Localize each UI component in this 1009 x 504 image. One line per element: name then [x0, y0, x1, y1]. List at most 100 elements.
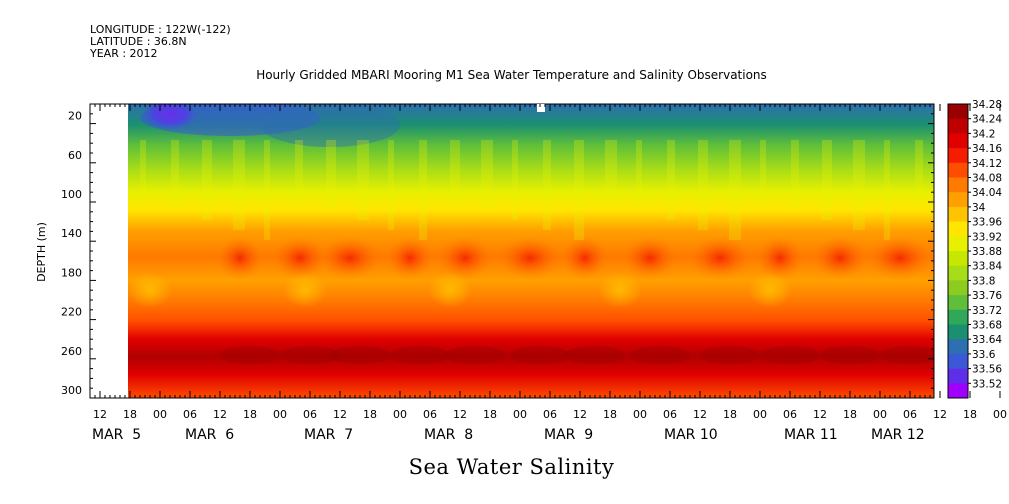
colorbar-label: 34.08 [972, 173, 1002, 185]
x-hour-label: 00 [873, 408, 887, 421]
x-hour-label: 18 [723, 408, 737, 421]
x-hour-label: 00 [273, 408, 287, 421]
colorbar-label: 33.56 [972, 364, 1002, 376]
x-hour-label: 12 [93, 408, 107, 421]
colorbar-label: 34.12 [972, 158, 1002, 170]
longitude-label: LONGITUDE : 122W(-122) [90, 23, 231, 36]
year-label: YEAR : 2012 [90, 47, 158, 60]
colorbar-swatch [948, 221, 968, 237]
x-hour-label: 12 [693, 408, 707, 421]
colorbar: 34.28 34.24 34.2 34.16 34.12 34.08 34.04 34 33.9… [947, 99, 1002, 399]
colorbar-swatch [948, 339, 968, 355]
x-day-label: MAR 7 [304, 427, 353, 443]
x-hour-label: 00 [633, 408, 647, 421]
colorbar-label: 33.72 [972, 305, 1002, 317]
x-hour-label: 12 [933, 408, 947, 421]
x-hour-label: 18 [123, 408, 137, 421]
x-hour-label: 18 [843, 408, 857, 421]
colorbar-swatch [948, 265, 968, 281]
x-hour-label: 18 [363, 408, 377, 421]
x-hour-label: 12 [333, 408, 347, 421]
colorbar-swatch [948, 324, 968, 340]
colorbar-label: 34.24 [972, 114, 1002, 126]
colorbar-swatch [948, 368, 968, 384]
x-hour-label: 12 [213, 408, 227, 421]
colorbar-swatch [948, 251, 968, 267]
latitude-label: LATITUDE : 36.8N [90, 35, 187, 48]
x-hour-label: 00 [753, 408, 767, 421]
variable-label: Sea Water Salinity [408, 455, 615, 479]
x-day-label: MAR 5 [92, 427, 141, 443]
colorbar-label: 33.76 [972, 290, 1002, 302]
x-hour-label: 18 [603, 408, 617, 421]
x-hour-label: 18 [963, 408, 977, 421]
x-hour-label: 06 [183, 408, 197, 421]
y-tick-label: 260 [61, 345, 82, 358]
colorbar-label: 34.04 [972, 187, 1002, 199]
x-axis: 12 18 00 06 12 18 00 06 12 18 00 06 12 18 00 06 12 18 00 06… [89, 104, 1007, 443]
x-hour-label: 18 [243, 408, 257, 421]
x-hour-label: 06 [663, 408, 677, 421]
salinity-field [128, 104, 934, 398]
colorbar-swatch [948, 353, 968, 370]
colorbar-label: 33.8 [972, 275, 995, 287]
x-hour-label: 00 [513, 408, 527, 421]
x-hour-label: 00 [393, 408, 407, 421]
colorbar-label: 33.52 [972, 378, 1002, 390]
colorbar-swatch [948, 133, 968, 149]
x-hour-label: 06 [903, 408, 917, 421]
colorbar-label: 33.92 [972, 231, 1002, 243]
x-hour-label: 06 [303, 408, 317, 421]
colorbar-swatch [948, 118, 968, 134]
x-day-label: MAR 10 [664, 427, 718, 443]
x-hour-label: 12 [573, 408, 587, 421]
colorbar-swatch [948, 236, 968, 252]
y-tick-label: 60 [68, 149, 82, 162]
colorbar-swatch [948, 309, 968, 325]
colorbar-label: 33.6 [972, 349, 996, 361]
data-gap-marker [537, 104, 545, 112]
colorbar-swatch [948, 295, 968, 311]
colorbar-swatch [948, 148, 968, 164]
colorbar-swatch [948, 192, 968, 208]
colorbar-label: 34.2 [972, 128, 995, 140]
colorbar-swatch [948, 162, 968, 178]
x-hour-label: 12 [453, 408, 467, 421]
colorbar-label: 33.68 [972, 320, 1002, 332]
y-axis: 20 60 100 140 180 220 260 300 [61, 103, 934, 399]
colorbar-swatch [948, 280, 968, 296]
colorbar-label: 33.84 [972, 261, 1002, 273]
y-axis-label: DEPTH (m) [35, 222, 48, 282]
y-tick-label: 140 [61, 227, 82, 240]
x-day-label: MAR 12 [871, 427, 925, 443]
y-tick-label: 220 [61, 306, 82, 319]
metadata-block: LONGITUDE : 122W(-122) LATITUDE : 36.8N … [90, 24, 231, 60]
y-tick-label: 100 [61, 188, 82, 201]
x-hour-label: 12 [813, 408, 827, 421]
x-day-label: MAR 8 [424, 427, 473, 443]
x-hour-label: 06 [423, 408, 437, 421]
colorbar-label: 34.16 [972, 143, 1002, 155]
colorbar-label: 33.64 [972, 334, 1002, 346]
x-hour-label: 06 [543, 408, 557, 421]
x-hour-label: 00 [153, 408, 167, 421]
x-hour-label: 00 [993, 408, 1007, 421]
x-hour-label: 06 [783, 408, 797, 421]
x-day-label: MAR 9 [544, 427, 593, 443]
colorbar-label: 33.96 [972, 217, 1002, 229]
colorbar-swatch [948, 383, 968, 399]
colorbar-swatch [948, 206, 968, 223]
y-tick-label: 300 [61, 384, 82, 397]
x-day-label: MAR 11 [784, 427, 838, 443]
chart-title: Hourly Gridded MBARI Mooring M1 Sea Wate… [256, 68, 767, 82]
colorbar-label: 34.28 [972, 99, 1002, 111]
colorbar-swatch [948, 177, 968, 193]
x-day-label: MAR 6 [185, 427, 234, 443]
colorbar-swatch [948, 104, 968, 120]
y-tick-label: 180 [61, 266, 82, 279]
y-tick-label: 20 [68, 110, 82, 123]
colorbar-label: 33.88 [972, 246, 1002, 258]
colorbar-label: 34 [972, 202, 986, 214]
x-hour-label: 18 [483, 408, 497, 421]
